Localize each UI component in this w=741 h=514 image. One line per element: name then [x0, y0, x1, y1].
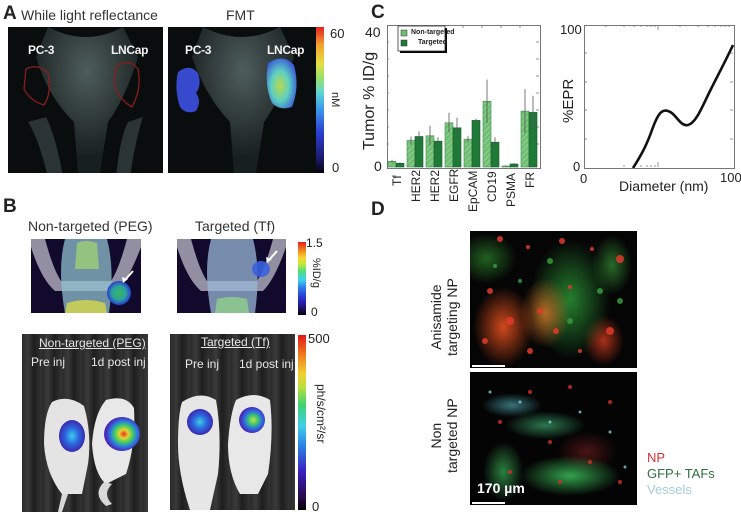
pet-colorbar-min: 0 [311, 305, 318, 319]
scale-bar-label: 170 µm [477, 480, 525, 496]
legend-vessels: Vessels [647, 482, 692, 497]
panel-b-letter: B [3, 196, 17, 217]
bar-ytick-40: 40 [365, 24, 381, 40]
bar-chart-plot-area [387, 25, 541, 169]
ivis-non-targeted-post: 1d post inj [91, 355, 146, 369]
pet-non-targeted-title: Non-targeted (PEG) [28, 218, 153, 234]
mouse-fmt-icon [176, 27, 297, 173]
epr-ytick-100: 100 [560, 22, 582, 37]
fmt-colorbar-unit: nM [329, 92, 341, 108]
bar-legend-non-targeted: Non-targeted [411, 29, 455, 36]
bar-legend-targeted: Targeted [418, 39, 448, 46]
pc3-label: PC-3 [28, 43, 55, 57]
epr-ylabel: %EPR [560, 78, 577, 123]
lncap-label: LNCap [111, 43, 149, 57]
ivis-non-targeted-header: Non-targeted (PEG) [39, 336, 146, 350]
pet-scan-icon [31, 239, 141, 313]
bar-xtick-tf: Tf [390, 175, 404, 186]
anisamide-row-label-line1: Anisamide [428, 284, 444, 350]
epr-xtick-0: 0 [580, 171, 588, 186]
panel-a-left-title: While light reflectance [21, 7, 158, 23]
non-targeted-row-label-line1: Non [428, 422, 444, 449]
legend-gfp-tafs: GFP+ TAFs [647, 466, 715, 481]
mouse-silhouette-icon [23, 27, 143, 173]
bar-xtick-cd19: CD19 [485, 171, 499, 202]
anisamide-row-label-line2: targeting NP [444, 278, 460, 356]
bar-chart-bars [387, 25, 539, 168]
tissue-speckle-nontargeted-icon [488, 385, 627, 484]
epr-xlabel: Diameter (nm) [619, 178, 709, 194]
ivis-mice-icon [44, 398, 140, 512]
pet-colorbar-max: 1.5 [306, 236, 323, 250]
bar-xtick-egfr: EGFR [447, 168, 461, 202]
ivis-non-targeted-image: Non-targeted (PEG) Pre inj 1d post inj [22, 334, 148, 512]
ivis-targeted-post: 1d post inj [239, 357, 294, 371]
pet-colorbar-unit: %ID/g [310, 258, 322, 288]
fmt-image: PC-3 LNCap [168, 27, 316, 173]
pet-colorbar [298, 242, 306, 315]
white-light-image: PC-3 LNCap [8, 27, 163, 173]
panel-c-letter: C [371, 2, 385, 23]
fmt-pc3-label: PC-3 [185, 43, 212, 57]
tissue-speckle-icon [482, 236, 624, 354]
bar-xtick-epcam: EpCAM [466, 170, 480, 212]
non-targeted-row-label-line2: targeted NP [444, 398, 460, 473]
bar-xtick-psma: PSMA [504, 172, 518, 207]
non-targeted-row-label: Non targeted NP [428, 398, 460, 473]
panel-a-letter: A [3, 3, 17, 24]
top-scale-bar [472, 365, 505, 367]
panel-d-letter: D [371, 199, 385, 220]
ivis-colorbar [298, 335, 306, 510]
bar-xtick-her2-a: HER2 [409, 169, 423, 202]
bar-ytick-0: 0 [374, 158, 382, 174]
ivis-colorbar-max: 500 [308, 331, 330, 346]
ivis-mice-targeted-icon [178, 395, 272, 510]
fmt-colorbar-min: 0 [332, 160, 340, 175]
anisamide-microscopy-image [470, 231, 637, 368]
ivis-non-targeted-pre: Pre inj [31, 355, 66, 369]
ivis-colorbar-unit: ph/s/cm²/sr [314, 384, 328, 444]
bar-xtick-her2-b: HER2 [428, 169, 442, 202]
epr-curve [584, 25, 735, 168]
ivis-targeted-header: Targeted (Tf) [201, 335, 270, 349]
bar-legend [397, 25, 447, 53]
fmt-colorbar-max: 60 [330, 26, 345, 41]
error-bars [391, 79, 534, 167]
panel-a-right-title: FMT [226, 7, 255, 23]
bar-ylabel: Tumor % ID/g [361, 51, 378, 150]
fmt-lncap-label: LNCap [267, 43, 305, 57]
epr-ytick-0: 0 [573, 159, 581, 174]
bottom-scale-bar [472, 502, 505, 504]
pet-scan-targeted-icon [177, 239, 286, 313]
ivis-targeted-image: Targeted (Tf) Pre inj 1d post inj [170, 334, 295, 510]
pet-targeted-title: Targeted (Tf) [195, 218, 276, 234]
ivis-colorbar-min: 0 [312, 499, 320, 514]
ivis-targeted-pre: Pre inj [185, 357, 220, 371]
epr-xtick-100: 100 [720, 170, 741, 185]
anisamide-row-label: Anisamide targeting NP [428, 278, 460, 356]
epr-plot-area [584, 25, 735, 169]
pet-non-targeted-image [31, 239, 141, 313]
non-targeted-microscopy-image: 170 µm [470, 372, 637, 505]
bar-xtick-fr: FR [523, 172, 537, 188]
legend-np: NP [647, 450, 666, 465]
fmt-colorbar [316, 27, 324, 173]
pet-targeted-image [177, 239, 286, 313]
